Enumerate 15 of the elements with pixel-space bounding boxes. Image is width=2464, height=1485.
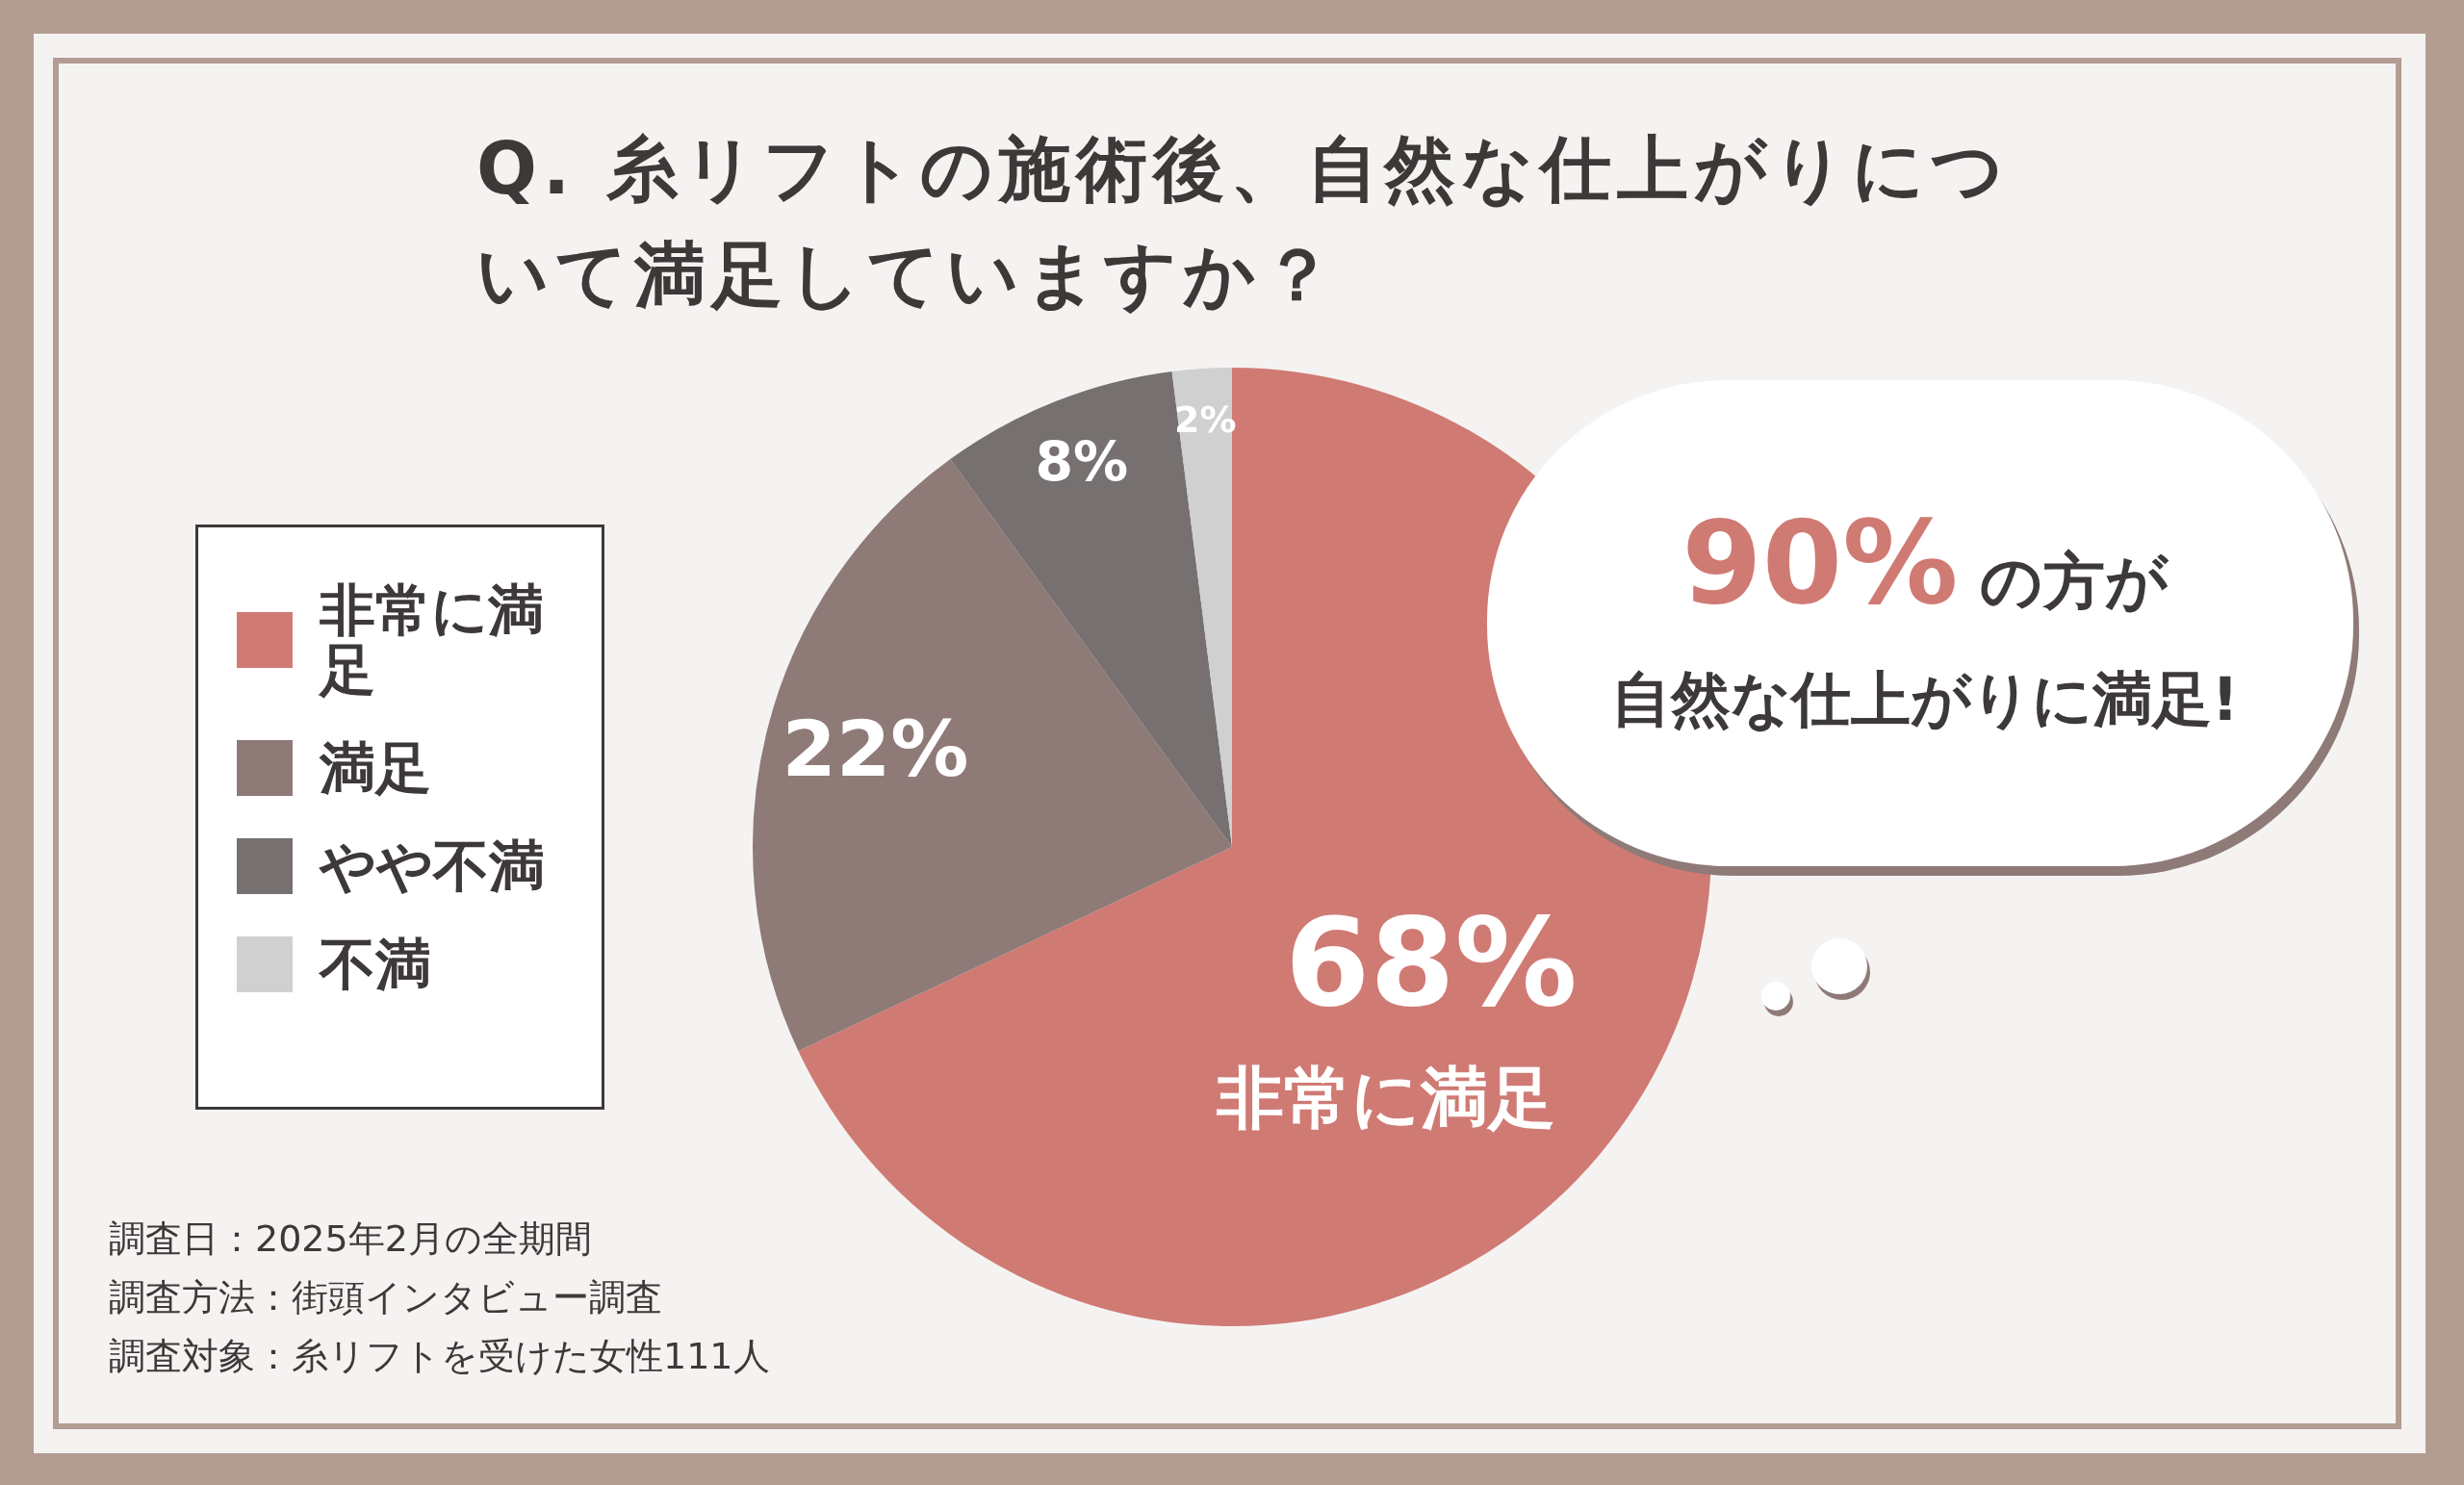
text: 自然な仕上がりに満足! xyxy=(1609,663,2241,736)
text: 非常に満足 xyxy=(1216,1058,1556,1139)
legend-label: やや不満 xyxy=(320,833,546,899)
text: の方が xyxy=(1978,546,2169,617)
text: 調査日：2025年2月の全期間 xyxy=(109,1216,592,1262)
text: 調査方法：街頭インタビュー調査 xyxy=(109,1275,662,1320)
legend-label: 不満 xyxy=(320,932,432,997)
text: 調査対象：糸リフトを受けた女性111人 xyxy=(109,1334,770,1379)
text: 90% xyxy=(1681,496,1959,629)
data-label: 22% xyxy=(782,703,969,794)
data-label: 8% xyxy=(1035,430,1129,495)
chart-title: Q. 糸リフトの施術後、自然な仕上がりについて満足していますか？ xyxy=(476,126,2011,318)
legend-label: 非常に満足 xyxy=(320,577,545,703)
legend-label: 満足 xyxy=(320,735,432,801)
data-label: 68% xyxy=(1284,891,1578,1035)
